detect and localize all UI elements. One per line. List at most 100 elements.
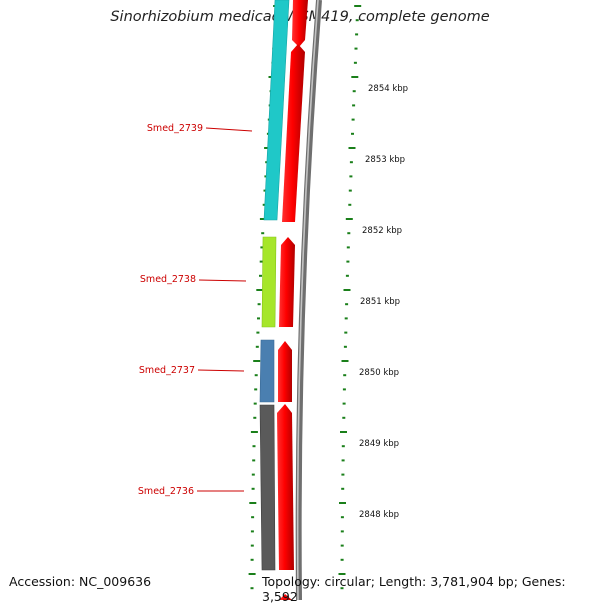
outer-tick <box>344 317 348 320</box>
outer-tick <box>344 331 348 334</box>
scale-label-2853: 2853 kbp <box>365 155 405 165</box>
outer-tick <box>343 374 347 377</box>
inner-tick <box>256 289 264 291</box>
inner-tick <box>251 487 255 490</box>
inner-tick <box>248 573 256 575</box>
genome-backbone <box>295 0 322 600</box>
gene-arrow-smed-2736[interactable] <box>277 404 294 570</box>
scale-label-2849: 2849 kbp <box>359 439 399 449</box>
outer-tick <box>342 402 346 405</box>
outer-tick-ring <box>338 5 362 590</box>
outer-tick <box>348 203 352 206</box>
outer-tick <box>338 573 346 575</box>
outer-tick <box>340 587 344 590</box>
gene-arrow-bottom[interactable] <box>279 594 292 600</box>
inner-tick <box>259 274 262 277</box>
gene-label-smed-2736[interactable]: Smed_2736 <box>138 486 194 497</box>
inner-tick <box>253 416 257 419</box>
outer-tick <box>341 360 349 362</box>
outer-tick <box>353 61 357 64</box>
inner-tick <box>260 246 264 249</box>
outer-tick <box>351 118 355 121</box>
label-line-smed-2738 <box>198 279 247 282</box>
gene-label-smed-2739[interactable]: Smed_2739 <box>147 123 203 134</box>
outer-tick <box>354 47 358 50</box>
outer-tick <box>346 246 350 249</box>
gene-arrow-smed-2737[interactable] <box>278 341 292 402</box>
genome-backbone-highlight <box>296 0 319 600</box>
outer-tick <box>340 544 344 547</box>
outer-tick <box>339 502 346 504</box>
inner-tick <box>250 431 258 433</box>
outer-tick <box>349 161 353 164</box>
outer-tick <box>341 473 345 476</box>
inner-tick <box>256 331 260 334</box>
outer-tick <box>341 487 345 490</box>
inner-tick <box>263 189 267 192</box>
inner-tick <box>259 218 267 220</box>
outer-tick <box>343 289 351 291</box>
scale-label-2850: 2850 kbp <box>359 368 399 378</box>
outer-tick <box>354 5 362 7</box>
inner-tick <box>251 516 255 519</box>
scale-label-2854: 2854 kbp <box>368 84 408 94</box>
inner-tick <box>249 502 257 504</box>
outer-tick <box>342 416 346 419</box>
outer-tick <box>355 19 359 22</box>
outer-tick <box>342 388 346 391</box>
inner-tick <box>250 530 254 533</box>
inner-tick <box>253 360 261 362</box>
outer-tick <box>341 459 345 462</box>
outer-tick <box>340 516 344 519</box>
inner-tick <box>250 544 254 547</box>
label-line-smed-2739 <box>205 127 253 132</box>
outer-tick <box>345 218 353 220</box>
cog-block-smed-2739[interactable] <box>263 0 290 221</box>
inner-tick <box>261 232 265 235</box>
outer-tick <box>345 303 349 306</box>
gene-arrow-smed-2738[interactable] <box>279 237 295 327</box>
inner-tick <box>254 388 258 391</box>
scale-label-2848: 2848 kbp <box>359 510 399 520</box>
cog-block-smed-2737[interactable] <box>259 339 275 403</box>
cog-block-smed-2736[interactable] <box>259 404 276 571</box>
inner-tick <box>251 473 255 476</box>
outer-tick <box>348 147 356 149</box>
inner-tick <box>255 345 259 348</box>
outer-tick <box>347 232 351 235</box>
inner-tick <box>257 303 261 306</box>
outer-tick <box>340 431 347 433</box>
outer-tick <box>343 345 347 348</box>
outer-tick <box>352 104 356 107</box>
inner-tick <box>254 374 258 377</box>
accession-text: Accession: NC_009636 <box>9 574 152 589</box>
outer-tick <box>352 90 356 93</box>
inner-tick <box>252 459 256 462</box>
inner-tick <box>262 203 266 206</box>
outer-tick <box>340 558 344 561</box>
gene-arrow-top[interactable] <box>292 0 308 47</box>
inner-tick <box>259 260 263 263</box>
inner-tick <box>253 402 257 405</box>
label-line-smed-2737 <box>197 369 245 372</box>
outer-tick <box>349 175 353 178</box>
outer-tick <box>351 132 354 135</box>
gene-arrow-smed-2739[interactable] <box>282 44 305 222</box>
inner-tick <box>252 445 256 448</box>
outer-tick <box>346 260 350 263</box>
inner-tick <box>257 317 260 320</box>
inner-tick <box>250 587 254 590</box>
outer-tick <box>340 530 344 533</box>
outer-tick <box>355 33 359 36</box>
gene-label-smed-2737[interactable]: Smed_2737 <box>139 365 195 376</box>
inner-tick <box>250 558 254 561</box>
gene-label-smed-2738[interactable]: Smed_2738 <box>140 274 196 285</box>
outer-tick <box>351 76 359 78</box>
scale-label-2852: 2852 kbp <box>362 226 402 236</box>
outer-tick <box>348 189 352 192</box>
outer-tick <box>341 445 345 448</box>
outer-tick <box>345 274 349 277</box>
scale-label-2851: 2851 kbp <box>360 297 400 307</box>
cog-block-smed-2738[interactable] <box>261 236 277 328</box>
